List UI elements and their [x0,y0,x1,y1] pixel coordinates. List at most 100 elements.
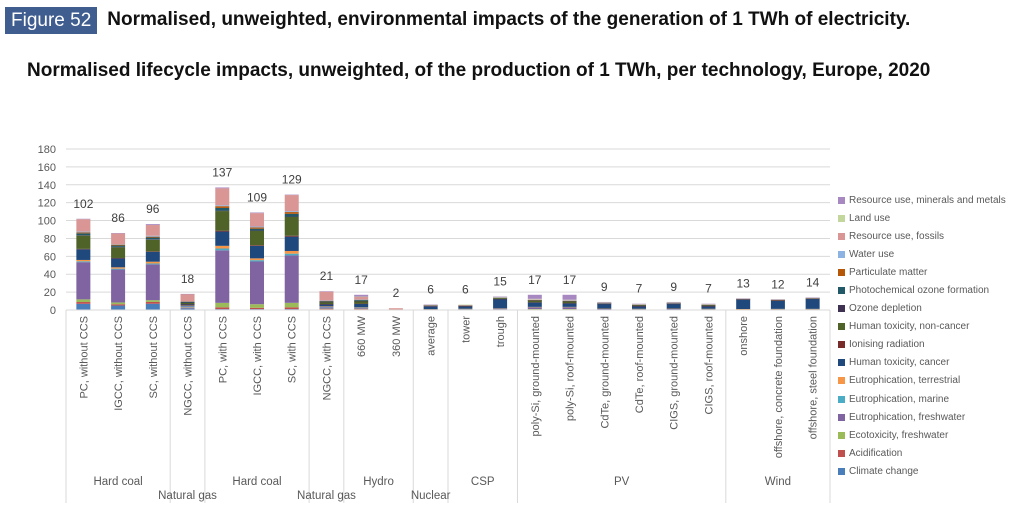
x-category-label: SC, with CCS [287,316,299,383]
bar-total-label: 7 [636,282,643,296]
bar-segment [215,187,230,189]
bar-segment [319,301,334,303]
legend-item: Photochemical ozone formation [838,281,1006,299]
bar-segment [770,300,785,309]
x-group-label: CSP [471,476,495,488]
bar-segment [111,302,126,305]
bar-segment [284,307,299,310]
bar-segment [354,307,369,309]
bar-segment [284,212,299,214]
bar-total-label: 14 [806,275,820,289]
bar-segment [215,188,230,206]
legend-item: Water use [838,245,1006,263]
bar-segment [666,308,681,310]
bar-segment [250,260,264,262]
bar-total-label: 102 [73,197,93,211]
figure-caption: Normalised, unweighted, environmental im… [107,9,911,30]
bar-segment [250,258,264,261]
bar-segment [145,235,160,237]
legend-item: Ecotoxicity, freshwater [838,426,1006,444]
bar-segment [76,259,91,262]
bar-segment [284,213,299,217]
bar-segment [111,245,126,247]
bar-segment [250,227,264,229]
x-group-label: Natural gas [297,490,356,502]
bar-total-label: 17 [528,273,542,287]
legend-label: Eutrophication, freshwater [849,411,966,423]
x-group-label: PV [614,476,630,488]
bar-segment [284,195,299,212]
legend-swatch [838,395,845,403]
bar-segment [562,301,577,304]
legend-swatch [838,467,845,475]
bar-total-label: 9 [670,280,677,294]
legend-item: Ionising radiation [838,336,1006,354]
x-category-label: IGCC, without CCS [113,316,125,411]
legend-label: Human toxicity, non-cancer [849,321,970,333]
bar-segment [215,245,230,249]
legend-item: Land use [838,209,1006,227]
bar-segment [76,262,91,300]
legend-swatch [838,232,845,240]
bar-segment [215,302,230,308]
x-category-label: 360 MW [391,315,403,357]
y-tick-label: 180 [38,144,56,156]
bar-segment [111,258,126,268]
legend-swatch [838,287,845,295]
bar-segment [493,298,508,299]
bar-segment [111,244,126,246]
bar-segment [319,302,334,305]
bar-segment [250,213,264,227]
x-category-label: NGCC, with CCS [321,316,333,400]
bar-segment [76,299,91,303]
bar-segment [250,304,264,308]
x-category-label: tower [460,316,472,343]
legend-item: Resource use, minerals and metals [838,191,1006,209]
bar-segment [701,306,716,309]
bar-segment [145,225,160,236]
bar-segment [493,308,508,310]
legend-item: Human toxicity, non-cancer [838,318,1006,336]
bar-segment [527,294,542,299]
bar-total-label: 2 [393,286,400,300]
x-category-label: offshore, concrete foundation [773,316,785,458]
x-category-label: CIGS, ground-mounted [669,316,681,430]
bar-segment [180,302,195,305]
bar-total-label: 137 [212,165,232,179]
legend-label: Photochemical ozone formation [849,285,990,297]
y-tick-label: 20 [44,287,56,299]
bar-segment [354,303,369,308]
legend-item: Ozone depletion [838,300,1006,318]
bar-segment [111,233,126,245]
legend-label: Land use [849,212,891,224]
bar-segment [180,308,195,310]
bar-segment [180,294,195,302]
x-category-label: IGCC, with CCS [252,316,264,395]
bar-segment [145,301,160,304]
bar-total-label: 7 [705,282,712,296]
bar-total-label: 17 [563,273,577,287]
bar-segment [527,302,542,307]
y-tick-label: 40 [44,269,56,281]
bar-segment [111,247,126,258]
bar-segment [180,301,195,303]
bar-segment [145,251,160,262]
bar-segment [145,224,160,226]
bar-segment [145,236,160,238]
y-tick-label: 0 [50,305,56,317]
y-tick-label: 120 [38,198,56,210]
x-category-label: 660 MW [356,315,368,357]
y-tick-label: 160 [38,162,56,174]
bar-segment [423,305,438,307]
x-category-label: poly-Si, ground-mounted [530,316,542,436]
bar-segment [354,301,369,304]
bar-total-label: 129 [282,173,302,187]
y-tick-label: 80 [44,233,56,245]
legend-label: Acidification [849,447,903,459]
x-category-label: CdTe, ground-mounted [599,316,611,429]
chart-title: Normalised lifecycle impacts, unweighted… [27,60,931,81]
legend-swatch [838,250,845,258]
legend-item: Acidification [838,444,1006,462]
bar-segment [354,300,369,301]
x-category-label: SC, without CCS [148,316,160,399]
